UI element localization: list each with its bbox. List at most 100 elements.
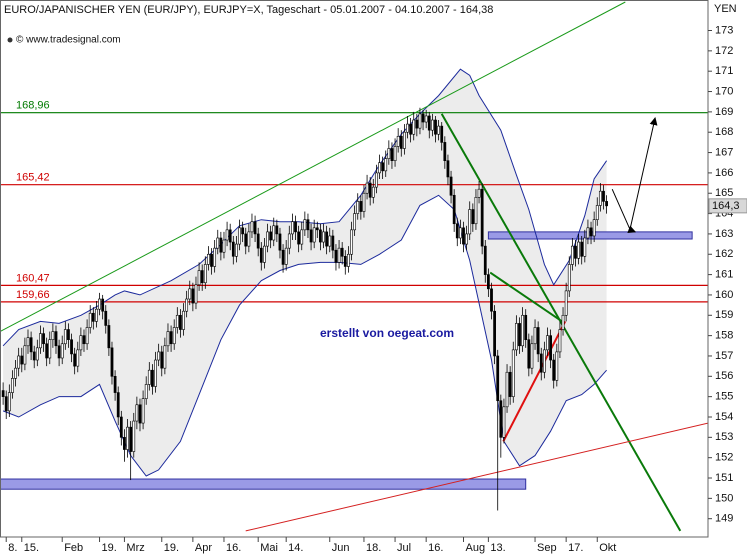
candle-body <box>1 390 5 397</box>
x-tick-label: 8. <box>8 542 17 554</box>
candle-body <box>412 119 416 135</box>
candle-body <box>530 343 534 369</box>
arrow <box>629 117 658 231</box>
candle-body <box>297 231 301 245</box>
candle-body <box>577 241 580 259</box>
candle-body <box>499 400 503 438</box>
candle-body <box>203 264 207 284</box>
candle-body <box>104 310 108 326</box>
candle-body <box>586 227 590 239</box>
candle-body <box>403 131 406 149</box>
candle-body <box>493 310 496 357</box>
candle-body <box>138 404 142 424</box>
y-tick-label: 168 <box>715 126 733 138</box>
y-tick-label: 163 <box>715 228 733 240</box>
candle-body <box>182 310 185 330</box>
y-tick-label: 161 <box>715 269 733 281</box>
candle-body <box>51 331 55 340</box>
candle-body <box>471 209 475 225</box>
source: © www.tradesignal.com <box>16 35 121 46</box>
candle-body <box>147 369 151 385</box>
trendline <box>489 271 563 323</box>
candle-body <box>225 229 229 241</box>
x-tick-label: Apr <box>195 542 212 554</box>
x-tick-label: Sep <box>537 542 557 554</box>
candle-body <box>73 353 77 367</box>
candle-body <box>518 323 521 347</box>
candle-body <box>424 115 428 123</box>
candle-body <box>574 245 577 259</box>
candle-body <box>278 233 282 251</box>
candle-body <box>440 125 444 143</box>
candle-body <box>250 221 254 233</box>
candle-body <box>45 343 49 359</box>
candle-body <box>263 245 266 263</box>
candle-body <box>98 298 101 310</box>
candle-body <box>384 158 388 172</box>
candle-body <box>4 396 8 412</box>
candle-body <box>241 227 245 235</box>
candle-body <box>511 349 515 397</box>
candle-body <box>207 253 210 265</box>
y-tick-label: 167 <box>715 146 733 158</box>
candle-body <box>95 308 98 322</box>
candle-body <box>157 351 161 361</box>
candle-body <box>334 249 338 263</box>
x-tick-label: 17. <box>568 542 583 554</box>
y-tick-label: 162 <box>715 248 733 260</box>
y-tick-label: 169 <box>715 106 733 118</box>
level-label: 159,66 <box>16 289 50 301</box>
candle-body <box>567 264 571 292</box>
trendline <box>440 113 682 532</box>
candle-body <box>539 353 543 373</box>
candle-body <box>175 314 179 328</box>
band-shade <box>3 69 607 476</box>
candle-body <box>350 229 353 255</box>
candle-body <box>42 333 45 345</box>
candle-body <box>116 392 120 418</box>
y-tick-label: 156 <box>715 370 733 382</box>
trendline <box>0 1 626 333</box>
candle-body <box>306 219 310 231</box>
candle-body <box>598 190 602 206</box>
candle-body <box>390 148 394 161</box>
candle-body <box>315 227 319 231</box>
bollinger-lower <box>2 194 607 477</box>
y-tick-label: 165 <box>715 187 733 199</box>
y-tick-label: 159 <box>715 309 733 321</box>
candle-body <box>287 233 291 249</box>
candle-body <box>337 247 341 263</box>
candle-body <box>418 113 422 129</box>
candle-body <box>502 406 506 438</box>
candle-body <box>555 351 559 381</box>
candle-body <box>443 142 447 161</box>
last-price-box <box>708 198 747 214</box>
candle-body <box>210 253 213 267</box>
candle-body <box>353 213 357 231</box>
candle-body <box>216 237 220 249</box>
candle-body <box>375 172 378 188</box>
candle-body <box>521 314 524 347</box>
candle-body <box>393 146 397 161</box>
candle-body <box>26 337 30 347</box>
candle-body <box>546 335 549 351</box>
candle-body <box>14 367 17 379</box>
candle-body <box>82 335 86 345</box>
candle-body <box>449 176 453 196</box>
candle-body <box>371 186 375 198</box>
candle-body <box>67 329 70 340</box>
candle-body <box>465 233 468 245</box>
candle-body <box>119 416 123 438</box>
x-tick-label: Okt <box>599 542 616 554</box>
logo-dot <box>7 37 13 43</box>
candle-body <box>154 359 157 387</box>
candle-body <box>527 339 531 369</box>
candle-body <box>91 312 95 322</box>
candle-body <box>605 201 608 207</box>
y-tick-label: 171 <box>715 65 733 77</box>
candle-body <box>570 245 574 265</box>
candle-body <box>340 247 344 257</box>
candle-body <box>312 227 316 243</box>
